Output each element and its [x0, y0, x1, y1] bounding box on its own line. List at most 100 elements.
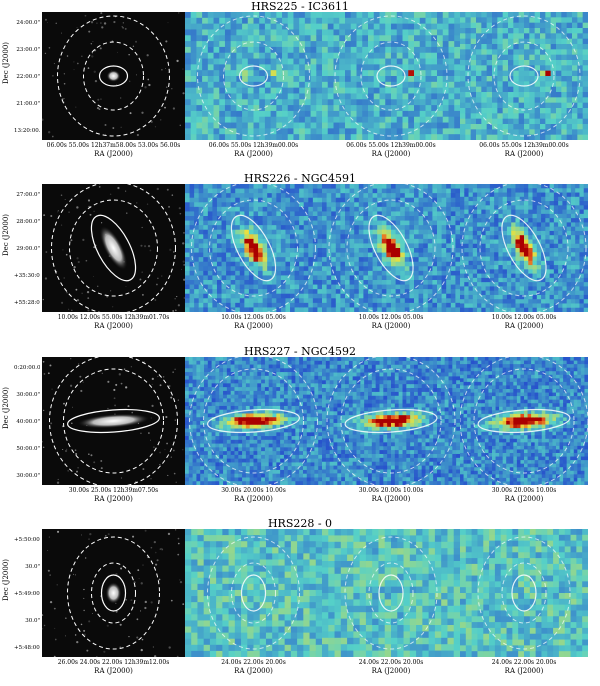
- map-pixel: [312, 184, 318, 190]
- map-pixel: [190, 52, 197, 60]
- map-pixel: [486, 60, 493, 66]
- map-pixel: [395, 270, 401, 276]
- map-pixel: [188, 466, 194, 471]
- map-pixel: [219, 477, 224, 482]
- map-pixel: [502, 33, 509, 40]
- map-pixel: [333, 23, 340, 30]
- star: [163, 376, 165, 378]
- map-pixel: [207, 302, 213, 308]
- map-pixel: [534, 22, 541, 29]
- map-pixel: [446, 193, 452, 199]
- map-pixel: [362, 12, 369, 19]
- map-pixel: [270, 58, 277, 65]
- map-pixel: [502, 22, 509, 29]
- map-pixel: [494, 260, 499, 266]
- map-pixel: [558, 222, 563, 228]
- map-pixel: [282, 105, 289, 112]
- star: [70, 384, 73, 387]
- map-pixel: [293, 76, 300, 83]
- map-pixel: [432, 257, 438, 263]
- map-pixel: [519, 213, 525, 219]
- map-pixel: [476, 102, 482, 109]
- map-pixel: [258, 184, 264, 190]
- map-pixel: [545, 33, 552, 40]
- map-pixel: [207, 252, 213, 258]
- map-pixel: [508, 113, 514, 120]
- map-pixel: [310, 110, 317, 118]
- map-pixel: [362, 99, 369, 106]
- star: [113, 397, 116, 400]
- map-pixel: [264, 122, 272, 129]
- map-pixel: [236, 122, 243, 129]
- map-pixel: [299, 193, 305, 199]
- star: [127, 405, 130, 408]
- map-pixel: [373, 64, 380, 71]
- map-pixel: [226, 364, 232, 369]
- map-pixel: [562, 294, 568, 300]
- map-pixel: [363, 188, 369, 194]
- map-pixel: [455, 252, 460, 258]
- map-pixel: [316, 35, 322, 42]
- map-pixel: [213, 105, 220, 112]
- map-pixel: [460, 65, 466, 72]
- map-pixel: [196, 375, 201, 381]
- map-pixel: [213, 41, 220, 48]
- map-pixel: [226, 405, 232, 411]
- star: [63, 402, 65, 405]
- map-pixel: [477, 239, 482, 245]
- map-pixel: [299, 52, 306, 60]
- map-pixel: [226, 387, 232, 392]
- map-pixel: [287, 58, 294, 65]
- map-pixel: [391, 81, 398, 89]
- map-pixel: [368, 184, 374, 190]
- map-pixel: [207, 229, 213, 235]
- map-pixel: [545, 192, 551, 198]
- map-pixel: [464, 260, 470, 266]
- map-pixel: [534, 65, 541, 72]
- map-pixel: [427, 302, 433, 308]
- map-pixel: [282, 93, 289, 100]
- star: [129, 80, 131, 82]
- map-pixel: [549, 265, 555, 270]
- map-pixel: [513, 113, 520, 120]
- map-pixel: [230, 261, 236, 267]
- map-pixel: [213, 23, 220, 30]
- map-pixel: [442, 105, 449, 112]
- map-pixel: [326, 298, 332, 304]
- map-pixel: [441, 206, 447, 212]
- map-pixel: [524, 17, 530, 24]
- map-pixel: [331, 248, 337, 254]
- star: [136, 202, 138, 204]
- map-pixel: [317, 275, 322, 281]
- map-pixel: [290, 197, 296, 203]
- map-pixel: [202, 41, 209, 48]
- map-pixel: [556, 60, 562, 66]
- map-pixel: [248, 307, 254, 312]
- map-pixel: [226, 225, 232, 231]
- map-pixel: [185, 116, 192, 124]
- map-pixel: [508, 33, 514, 40]
- map-pixel: [448, 52, 455, 60]
- map-pixel: [377, 261, 383, 267]
- map-pixel: [540, 38, 546, 45]
- map-pixel: [223, 402, 228, 407]
- map-pixel: [308, 229, 314, 235]
- map-pixel: [402, 81, 409, 89]
- map-pixel: [381, 298, 387, 304]
- map-pixel: [515, 286, 521, 292]
- star: [172, 107, 176, 110]
- map-pixel: [207, 243, 213, 249]
- map-pixel: [194, 243, 200, 249]
- map-pixel: [577, 108, 584, 114]
- map-pixel: [198, 216, 204, 222]
- map-pixel: [368, 35, 375, 42]
- map-pixel: [524, 134, 530, 140]
- map-pixel: [400, 257, 406, 263]
- map-pixel: [558, 286, 563, 292]
- map-pixel: [358, 252, 364, 258]
- map-pixel: [446, 202, 452, 208]
- map-pixel: [536, 294, 542, 300]
- map-pixel: [335, 284, 341, 290]
- map-pixel: [299, 261, 305, 267]
- map-pixel: [372, 248, 378, 254]
